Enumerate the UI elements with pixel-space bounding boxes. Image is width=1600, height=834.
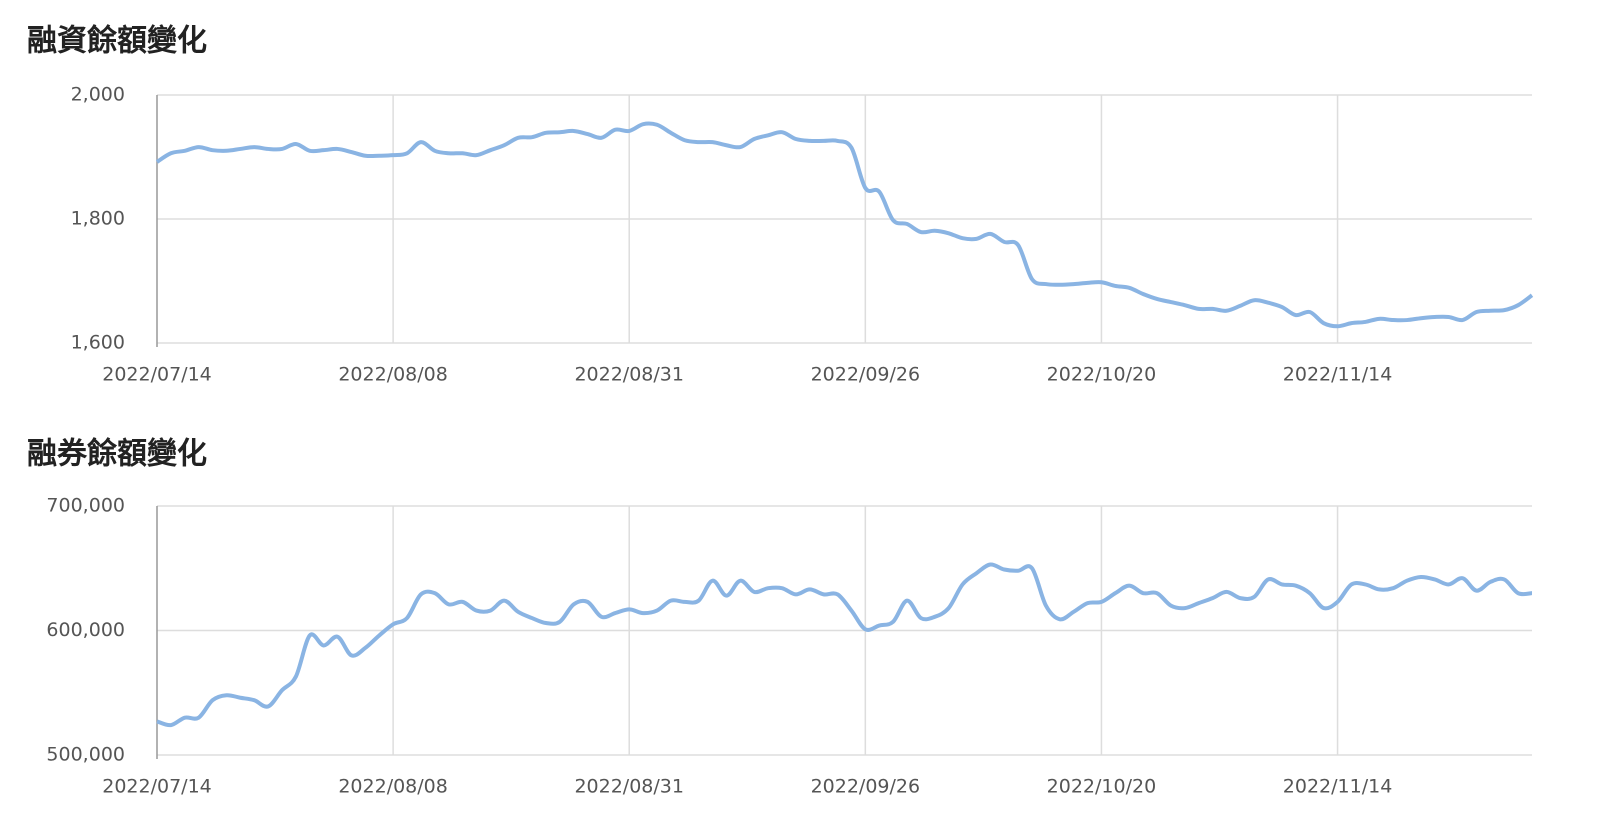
line [155, 121, 1534, 329]
y-tick-label: 700,000 [46, 495, 125, 517]
y-tick-label: 1,600 [71, 332, 125, 354]
x-tick-label: 2022/09/26 [811, 364, 921, 386]
x-tick-label: 2022/08/08 [338, 776, 448, 798]
x-tick-label: 2022/11/14 [1283, 776, 1393, 798]
x-tick-label: 2022/10/20 [1047, 776, 1157, 798]
y-tick-label: 500,000 [46, 744, 125, 766]
chart-title: 融資餘額變化 [27, 24, 207, 59]
x-tick-label: 2022/10/20 [1047, 364, 1157, 386]
chart-title: 融券餘額變化 [27, 437, 207, 472]
x-tick-label: 2022/07/14 [102, 364, 212, 386]
y-tick-label: 1,800 [71, 208, 125, 230]
line [156, 562, 1533, 728]
x-tick-label: 2022/09/26 [811, 776, 921, 798]
x-tick-label: 2022/07/14 [102, 776, 212, 798]
x-tick-label: 2022/08/08 [338, 364, 448, 386]
y-tick-label: 2,000 [71, 84, 125, 106]
x-tick-label: 2022/08/31 [574, 364, 684, 386]
x-tick-label: 2022/11/14 [1283, 364, 1393, 386]
y-tick-label: 600,000 [46, 619, 125, 641]
x-tick-label: 2022/08/31 [574, 776, 684, 798]
